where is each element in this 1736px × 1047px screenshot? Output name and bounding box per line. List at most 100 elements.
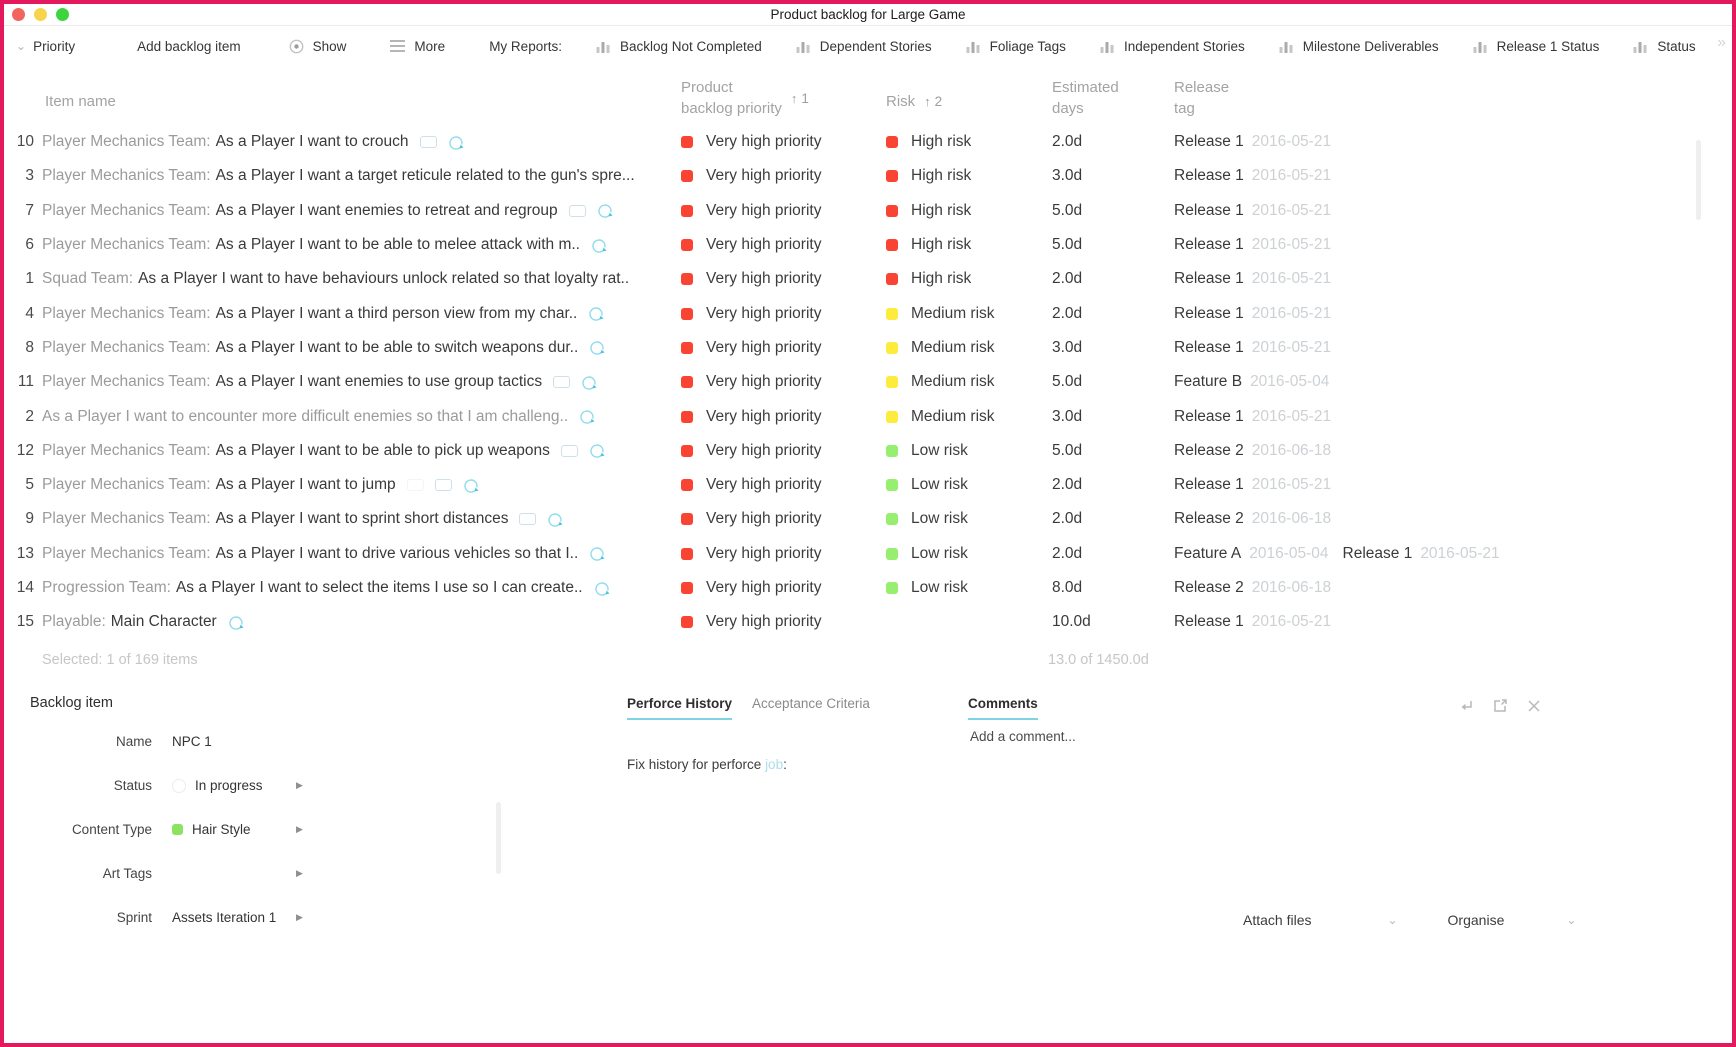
- detail-field-value-wrap[interactable]: Assets Iteration 1: [172, 910, 290, 925]
- table-row[interactable]: 3 Player Mechanics Team: As a Player I wan…: [4, 159, 1732, 193]
- estimated-days-value[interactable]: 8.0d: [1052, 579, 1083, 596]
- release-tag-cell[interactable]: Release 1 2016-05-21: [1174, 339, 1732, 357]
- priority-cell[interactable]: Very high priority: [681, 373, 886, 391]
- workflow-icon[interactable]: [588, 305, 605, 322]
- priority-cell[interactable]: Very high priority: [681, 408, 886, 426]
- priority-cell[interactable]: Very high priority: [681, 476, 886, 494]
- release-tag-cell[interactable]: Release 1 2016-05-21: [1174, 408, 1732, 426]
- risk-cell[interactable]: High risk: [886, 202, 1052, 220]
- table-row[interactable]: 10 Player Mechanics Team: As a Player I wa…: [4, 125, 1732, 159]
- risk-cell[interactable]: Low risk: [886, 476, 1052, 494]
- release-tag-cell[interactable]: Feature B 2016-05-04: [1174, 373, 1732, 391]
- column-header-risk[interactable]: Risk ↑ 2: [886, 93, 943, 110]
- tab-acceptance-criteria[interactable]: Acceptance Criteria: [752, 696, 870, 711]
- release-tag-cell[interactable]: Release 1 2016-05-21: [1174, 305, 1732, 323]
- zoom-window-button[interactable]: [56, 8, 69, 21]
- release-tag-cell[interactable]: Release 1 2016-05-21: [1174, 613, 1732, 631]
- column-header-release-tag[interactable]: Release tag: [1174, 79, 1230, 117]
- table-row[interactable]: 15 Playable: Main Character Very high prior…: [4, 605, 1732, 639]
- detail-field-value-wrap[interactable]: Hair Style: [172, 822, 290, 837]
- column-header-priority[interactable]: Product backlog priority ↑ 1: [681, 79, 809, 117]
- workflow-icon[interactable]: [594, 580, 611, 597]
- workflow-icon[interactable]: [597, 202, 614, 219]
- estimated-days-value[interactable]: 3.0d: [1052, 167, 1083, 185]
- perforce-job-link[interactable]: job: [765, 757, 784, 772]
- table-row[interactable]: 8 Player Mechanics Team: As a Player I wan…: [4, 331, 1732, 365]
- report-button-independent-stories[interactable]: Independent Stories: [1100, 39, 1245, 54]
- comment-bubble-icon[interactable]: [560, 444, 578, 457]
- risk-cell[interactable]: High risk: [886, 167, 1052, 185]
- workflow-icon[interactable]: [589, 442, 606, 459]
- estimated-days-value[interactable]: 2.0d: [1052, 304, 1083, 322]
- workflow-icon[interactable]: [579, 408, 596, 425]
- release-tag-cell[interactable]: Feature A 2016-05-04 Release 1 2016-05-21: [1174, 545, 1732, 563]
- comment-bubble-icon[interactable]: [406, 479, 424, 492]
- risk-cell[interactable]: Low risk: [886, 579, 1052, 597]
- tab-perforce-history[interactable]: Perforce History: [627, 696, 733, 720]
- workflow-icon[interactable]: [589, 545, 606, 562]
- chevron-right-icon[interactable]: ▶: [296, 823, 303, 834]
- table-row[interactable]: 13 Player Mechanics Team: As a Player I wa…: [4, 537, 1732, 571]
- estimated-days-value[interactable]: 5.0d: [1052, 236, 1083, 254]
- open-external-icon[interactable]: [1492, 698, 1509, 714]
- detail-field-value-wrap[interactable]: In progress: [172, 778, 290, 793]
- estimated-days-value[interactable]: 5.0d: [1052, 201, 1083, 219]
- return-arrow-icon[interactable]: [1458, 698, 1475, 714]
- release-tag-cell[interactable]: Release 1 2016-05-21: [1174, 476, 1732, 494]
- comment-bubble-icon[interactable]: [568, 204, 586, 217]
- report-button-milestone-deliverables[interactable]: Milestone Deliverables: [1279, 39, 1439, 54]
- chevron-right-icon[interactable]: ▶: [296, 780, 303, 791]
- table-row[interactable]: 7 Player Mechanics Team: As a Player I wan…: [4, 194, 1732, 228]
- workflow-icon[interactable]: [463, 477, 480, 494]
- workflow-icon[interactable]: [581, 374, 598, 391]
- table-row[interactable]: 14 Progression Team: As a Player I want to…: [4, 571, 1732, 605]
- table-row[interactable]: 11 Player Mechanics Team: As a Player I wa…: [4, 365, 1732, 399]
- estimated-days-value[interactable]: 5.0d: [1052, 373, 1083, 391]
- risk-cell[interactable]: Medium risk: [886, 339, 1052, 357]
- risk-cell[interactable]: Medium risk: [886, 408, 1052, 426]
- close-window-button[interactable]: [12, 8, 25, 21]
- show-button[interactable]: Show: [289, 39, 346, 54]
- comment-bubble-icon[interactable]: [519, 513, 537, 526]
- toolbar-overflow-button[interactable]: »: [1717, 34, 1726, 52]
- detail-field-value-wrap[interactable]: NPC 1: [172, 734, 290, 749]
- estimated-days-value[interactable]: 3.0d: [1052, 407, 1083, 425]
- risk-cell[interactable]: Low risk: [886, 442, 1052, 460]
- more-button[interactable]: More: [390, 37, 445, 55]
- table-scrollbar[interactable]: [1696, 140, 1701, 220]
- risk-cell[interactable]: High risk: [886, 270, 1052, 288]
- report-button-release-1-status[interactable]: Release 1 Status: [1473, 39, 1599, 54]
- release-tag-cell[interactable]: Release 2 2016-06-18: [1174, 510, 1732, 528]
- priority-cell[interactable]: Very high priority: [681, 167, 886, 185]
- report-button-dependent-stories[interactable]: Dependent Stories: [796, 39, 932, 54]
- column-header-estimated-days[interactable]: Estimated days: [1052, 79, 1119, 117]
- workflow-icon[interactable]: [448, 134, 465, 151]
- estimated-days-value[interactable]: 10.0d: [1052, 613, 1091, 631]
- priority-cell[interactable]: Very high priority: [681, 510, 886, 528]
- organise-button[interactable]: Organise ⌄: [1448, 912, 1577, 928]
- risk-cell[interactable]: Low risk: [886, 545, 1052, 563]
- release-tag-cell[interactable]: Release 2 2016-06-18: [1174, 579, 1732, 597]
- priority-cell[interactable]: Very high priority: [681, 202, 886, 220]
- priority-cell[interactable]: Very high priority: [681, 545, 886, 563]
- priority-cell[interactable]: Very high priority: [681, 579, 886, 597]
- release-tag-cell[interactable]: Release 2 2016-06-18: [1174, 442, 1732, 460]
- workflow-icon[interactable]: [228, 614, 245, 631]
- attach-files-button[interactable]: Attach files ⌄: [1243, 912, 1398, 928]
- release-tag-cell[interactable]: Release 1 2016-05-21: [1174, 202, 1732, 220]
- workflow-icon[interactable]: [591, 237, 608, 254]
- table-row[interactable]: 9 Player Mechanics Team: As a Player I wan…: [4, 502, 1732, 536]
- estimated-days-value[interactable]: 2.0d: [1052, 510, 1083, 528]
- add-comment-input[interactable]: Add a comment...: [970, 729, 1076, 744]
- priority-cell[interactable]: Very high priority: [681, 236, 886, 254]
- chevron-right-icon[interactable]: ▶: [296, 911, 303, 922]
- priority-cell[interactable]: Very high priority: [681, 305, 886, 323]
- risk-cell[interactable]: Medium risk: [886, 305, 1052, 323]
- priority-cell[interactable]: Very high priority: [681, 613, 886, 631]
- comment-bubble-icon[interactable]: [419, 136, 437, 149]
- close-icon[interactable]: [1526, 698, 1542, 714]
- priority-cell[interactable]: Very high priority: [681, 133, 886, 151]
- workflow-icon[interactable]: [547, 511, 564, 528]
- table-row[interactable]: 1 Squad Team: As a Player I want to have b…: [4, 262, 1732, 296]
- table-row[interactable]: 5 Player Mechanics Team: As a Player I wan…: [4, 468, 1732, 502]
